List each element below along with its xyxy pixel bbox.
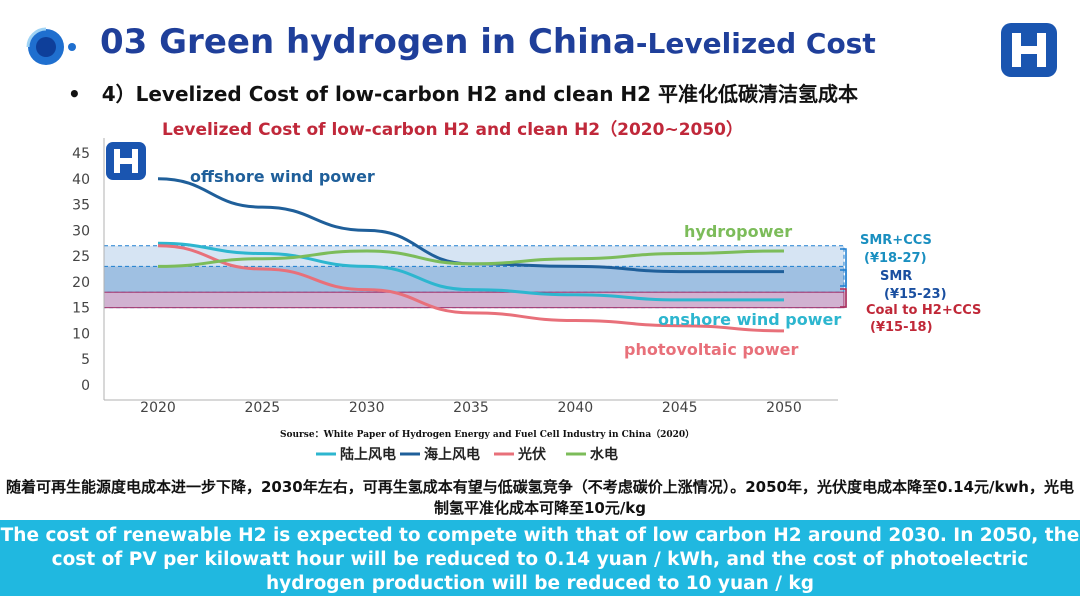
x-tick-label: 2035	[453, 400, 489, 416]
series-line-3	[157, 244, 785, 333]
y-tick-label: 30	[72, 223, 90, 239]
series-label-1: onshore wind power	[658, 310, 841, 329]
chart-title: Levelized Cost of low-carbon H2 and clea…	[162, 120, 744, 140]
legend-item-label: 水电	[590, 446, 618, 463]
english-summary-text: The cost of renewable H2 is expected to …	[0, 525, 1080, 594]
chart-source: Sourse：White Paper of Hydrogen Energy an…	[280, 430, 695, 440]
series-label-4: hydropower	[684, 222, 792, 241]
band-range-label-3: (¥15-18)	[870, 320, 933, 335]
x-tick-label: 2045	[662, 400, 698, 416]
legend-item-label: 陆上风电	[340, 446, 396, 463]
series-line-4	[157, 249, 785, 268]
band-range-label-2: (¥15-23)	[884, 287, 947, 302]
band-range-label-1: (¥18-27)	[864, 251, 927, 266]
y-tick-label: 20	[72, 275, 90, 291]
y-tick-label: 25	[72, 249, 90, 265]
english-summary-band: The cost of renewable H2 is expected to …	[0, 520, 1080, 596]
header-orb-logo	[26, 27, 76, 65]
x-tick-label: 2050	[766, 400, 802, 416]
y-tick-label: 40	[72, 172, 90, 188]
legend-item-label: 海上风电	[424, 446, 480, 463]
y-tick-label: 15	[72, 301, 90, 317]
subtitle-bullet: • 4）Levelized Cost of low-carbon H2 and …	[68, 82, 859, 106]
x-tick-label: 2030	[349, 400, 385, 416]
y-tick-label: 45	[72, 146, 90, 162]
y-tick-label: 35	[72, 198, 90, 214]
y-tick-label: 0	[81, 378, 90, 394]
y-tick-label: 10	[72, 326, 90, 342]
brand-logo	[1001, 23, 1057, 77]
series-line-1	[157, 241, 784, 302]
series-label-3: photovoltaic power	[624, 340, 798, 359]
band-label-2: SMR	[880, 269, 912, 284]
chart-logo	[106, 142, 146, 180]
x-tick-label: 2020	[140, 400, 176, 416]
legend-item-label: 光伏	[517, 446, 546, 463]
band-label-3: Coal to H2+CCS	[866, 303, 981, 318]
x-tick-label: 2040	[558, 400, 594, 416]
page-title: 03 Green hydrogen in China-Levelized Cos…	[100, 22, 876, 62]
x-tick-label: 2025	[245, 400, 281, 416]
band-label-1: SMR+CCS	[860, 233, 932, 248]
y-tick-label: 5	[81, 352, 90, 368]
chinese-note: 随着可再生能源度电成本进一步下降，2030年左右，可再生氢成本有望与低碳氢竞争（…	[5, 478, 1074, 517]
series-label-2: offshore wind power	[190, 167, 375, 186]
